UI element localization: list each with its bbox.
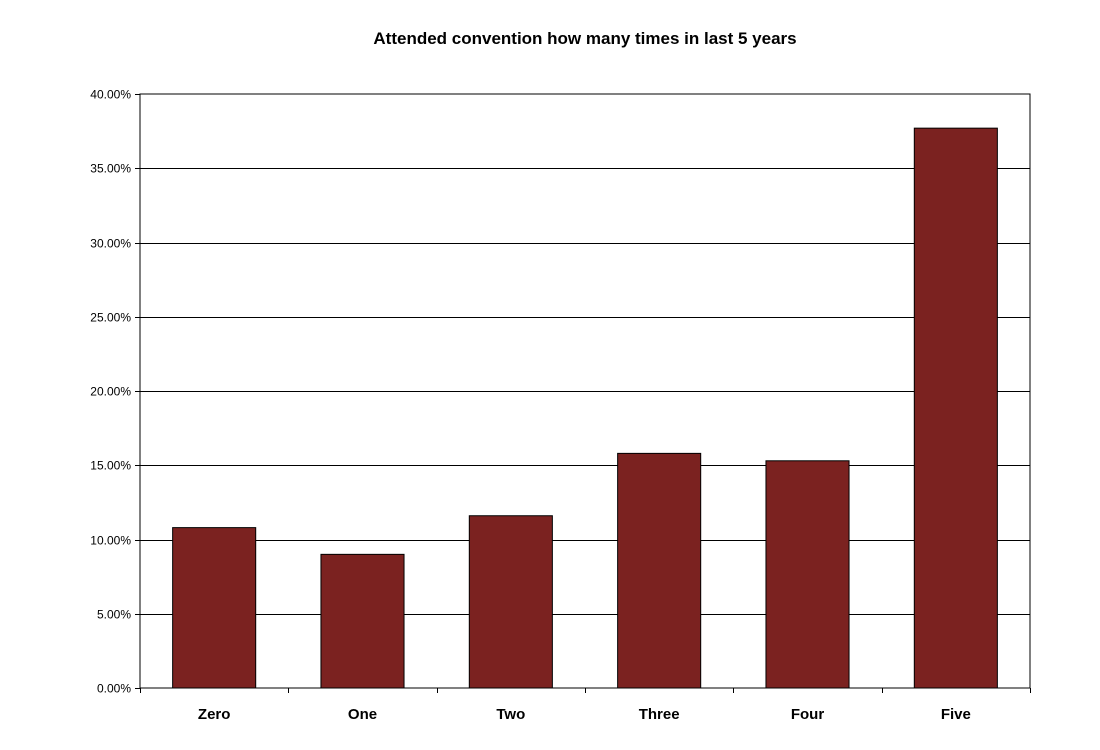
y-tick-label: 25.00% xyxy=(90,311,131,325)
bar-zero xyxy=(172,527,257,689)
y-tick-label: 10.00% xyxy=(90,534,131,548)
bar-three xyxy=(617,452,702,689)
bars xyxy=(172,127,998,689)
x-tick-label: Four xyxy=(791,706,824,723)
bar-five xyxy=(913,127,998,689)
bar-one xyxy=(320,553,405,689)
axes xyxy=(135,93,1031,693)
x-tick-label: Three xyxy=(639,706,680,723)
chart-title: Attended convention how many times in la… xyxy=(373,29,797,48)
y-tick-label: 20.00% xyxy=(90,385,131,399)
y-tick-label: 40.00% xyxy=(90,88,131,102)
y-tick-label: 0.00% xyxy=(97,682,131,696)
y-tick-label: 30.00% xyxy=(90,237,131,251)
y-tick-label: 35.00% xyxy=(90,162,131,176)
gridlines xyxy=(140,168,1030,615)
axis-labels: 0.00% 5.00% 10.00% 15.00% 20.00% 25.00% 30.00%… xyxy=(90,88,971,724)
x-tick-label: Five xyxy=(941,706,971,723)
x-tick-label: Zero xyxy=(198,706,231,723)
bar-two xyxy=(468,515,553,689)
x-tick-label: One xyxy=(348,706,377,723)
y-tick-label: 15.00% xyxy=(90,459,131,473)
y-tick-label: 5.00% xyxy=(97,608,131,622)
bar-four xyxy=(765,460,850,689)
x-tick-label: Two xyxy=(496,706,525,723)
